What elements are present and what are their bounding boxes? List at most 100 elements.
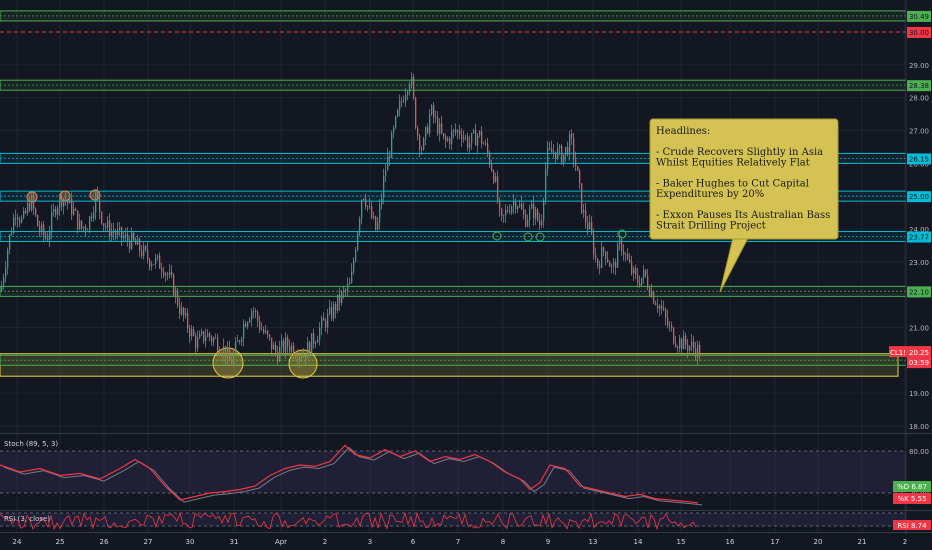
time-tick: 26: [100, 538, 109, 546]
candle-body: [233, 353, 235, 365]
highlight-circle: [535, 232, 545, 242]
candle-body: [359, 218, 361, 233]
candle-body: [601, 247, 603, 268]
candle-body: [311, 333, 313, 355]
price-tick: 19.00: [909, 390, 929, 398]
candle-body: [239, 340, 241, 342]
candle-body: [247, 322, 249, 327]
callout-pointer: [719, 237, 749, 293]
candle-body: [63, 198, 65, 207]
candle-body: [211, 337, 213, 342]
time-tick: 2: [323, 538, 327, 546]
candle-body: [127, 234, 129, 241]
candle-body: [501, 208, 503, 216]
time-tick: 31: [230, 538, 239, 546]
candle-body: [663, 308, 665, 310]
candle-body: [423, 138, 425, 150]
candle-body: [27, 203, 29, 213]
candle-body: [623, 251, 625, 256]
candle-body: [375, 216, 377, 230]
candle-body: [683, 335, 685, 350]
highlight-circle: [617, 229, 627, 239]
candle-body: [287, 337, 289, 347]
candle-body: [229, 348, 231, 361]
candle-body: [231, 360, 233, 365]
candle-body: [193, 329, 195, 336]
stoch-title: Stoch (89, 5, 3): [4, 440, 58, 448]
candle-body: [217, 337, 219, 352]
candle-body: [327, 313, 329, 328]
candle-body: [77, 210, 79, 230]
candle-body: [441, 123, 443, 134]
candle-body: [505, 210, 507, 216]
candle-body: [121, 227, 123, 239]
candle-body: [173, 274, 175, 296]
candle-body: [675, 343, 677, 348]
candle-body: [25, 210, 27, 213]
candle-body: [163, 271, 165, 276]
candle-body: [641, 277, 643, 286]
candle-body: [305, 355, 307, 359]
candle-body: [191, 329, 193, 337]
stoch-d-tag: [893, 481, 931, 492]
candle-body: [613, 262, 615, 266]
candle-body: [509, 211, 511, 213]
candle-body: [627, 254, 629, 260]
candle-body: [337, 294, 339, 311]
rsi-pane: RSI (3, close) RSI 8.74: [0, 511, 931, 531]
candle-body: [527, 219, 529, 227]
candle-body: [529, 208, 531, 220]
candle-body: [629, 259, 631, 263]
candle-body: [111, 230, 113, 237]
candle-body: [679, 338, 681, 349]
candle-body: [241, 338, 243, 342]
candle-body: [197, 338, 199, 349]
candle-body: [201, 331, 203, 335]
candle-body: [579, 170, 581, 184]
candle-body: [433, 105, 435, 118]
candle-body: [487, 143, 489, 153]
candle-body: [139, 238, 141, 252]
stoch-k-tag: [893, 493, 931, 504]
candle-body: [29, 203, 31, 210]
stoch-k-line: [0, 444, 699, 504]
candle-body: [563, 154, 565, 164]
candle-body: [617, 244, 619, 268]
level-tag: [907, 286, 931, 298]
candle-body: [117, 229, 119, 235]
candle-body: [325, 320, 327, 328]
candle-body: [407, 91, 409, 95]
candle-body: [513, 201, 515, 207]
candle-body: [559, 145, 561, 148]
candle-body: [183, 307, 185, 316]
candle-body: [535, 209, 537, 219]
candle-body: [459, 130, 461, 135]
candle-body: [439, 123, 441, 134]
candle-body: [461, 134, 463, 140]
candle-body: [533, 203, 535, 219]
candle-body: [443, 133, 445, 137]
candle-body: [611, 265, 613, 267]
candle-body: [383, 176, 385, 198]
candle-body: [267, 330, 269, 335]
candle-body: [151, 264, 153, 267]
candle-body: [583, 210, 585, 213]
candle-body: [541, 220, 543, 225]
candle-body: [691, 341, 693, 347]
candle-body: [591, 222, 593, 234]
candle-body: [447, 138, 449, 141]
highlight-circle: [492, 231, 502, 241]
candle-body: [213, 338, 215, 342]
candle-body: [649, 288, 651, 296]
candle-body: [329, 307, 331, 314]
rsi-band: [0, 513, 906, 526]
candle-body: [71, 198, 73, 215]
candle-body: [23, 210, 25, 218]
candle-body: [159, 255, 161, 269]
price-tick: 27.00: [909, 127, 929, 135]
candle-body: [317, 339, 319, 343]
candle-body: [129, 240, 131, 249]
candle-body: [411, 76, 413, 85]
time-tick: 15: [677, 538, 686, 546]
price-tick: 23.00: [909, 259, 929, 267]
